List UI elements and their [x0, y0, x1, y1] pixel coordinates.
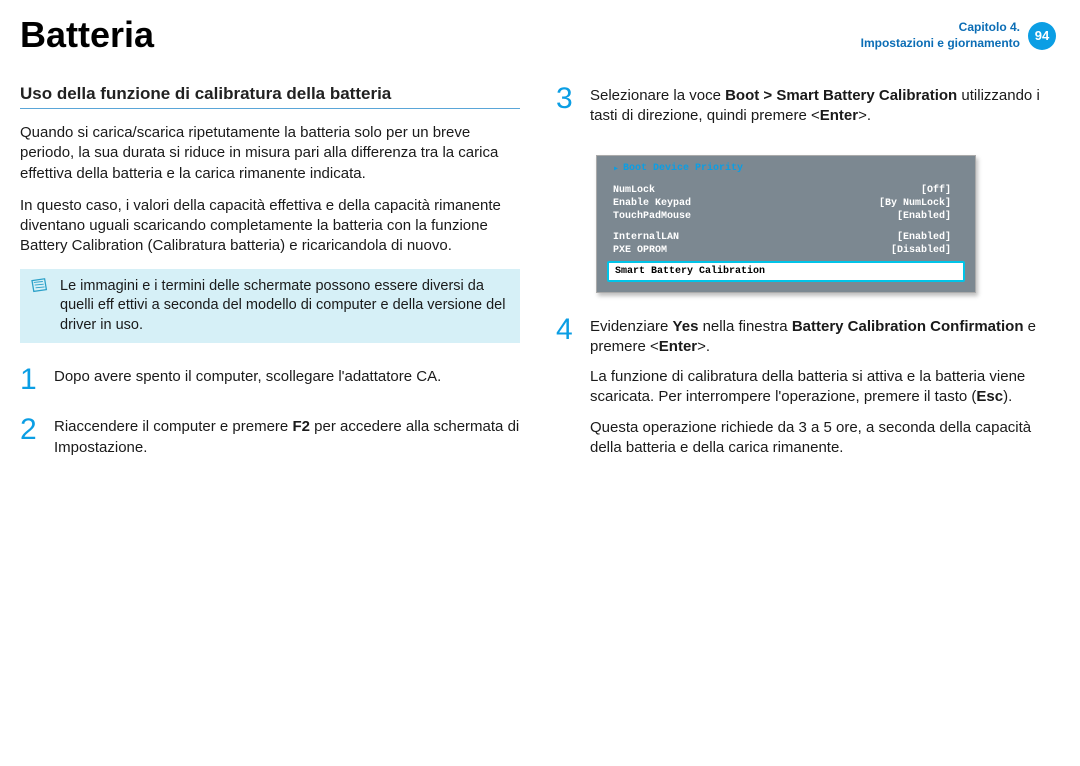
step-3: 3 Selezionare la voce Boot > Smart Batte… [556, 84, 1056, 137]
bios-inner: ▸ Boot Device Priority NumLock [Off] Ena… [597, 156, 975, 292]
menu-path: Boot > Smart Battery Calibration [725, 87, 957, 104]
page-number-badge: 94 [1028, 22, 1056, 50]
text: ). [1003, 388, 1012, 405]
text: Selezionare la voce [590, 87, 725, 104]
bios-row: Enable Keypad [By NumLock] [597, 197, 975, 210]
text: Riaccendere il computer e premere [54, 418, 292, 435]
right-column: 3 Selezionare la voce Boot > Smart Batte… [556, 84, 1056, 486]
paragraph: In questo caso, i valori della capacità … [20, 196, 520, 257]
paragraph: Quando si carica/scarica ripetutamente l… [20, 123, 520, 184]
bios-row: TouchPadMouse [Enabled] [597, 210, 975, 223]
page-header: Batteria Capitolo 4. Impostazioni e gior… [20, 14, 1056, 56]
key-enter: Enter [659, 338, 697, 355]
page-root: Batteria Capitolo 4. Impostazioni e gior… [0, 0, 1080, 510]
bios-label: PXE OPROM [613, 245, 891, 256]
bios-value: [By NumLock] [879, 198, 951, 209]
bios-row: PXE OPROM [Disabled] [597, 244, 975, 257]
text: La funzione di calibratura della batteri… [590, 368, 1025, 405]
bios-highlight-label: Smart Battery Calibration [615, 266, 957, 277]
triangle-icon: ▸ [613, 163, 619, 175]
step-body: Selezionare la voce Boot > Smart Battery… [590, 84, 1056, 137]
bios-label: InternalLAN [613, 232, 897, 243]
bios-screenshot: ▸ Boot Device Priority NumLock [Off] Ena… [596, 155, 976, 293]
section-heading: Uso della funzione di calibratura della … [20, 84, 520, 109]
text: Evidenziare [590, 318, 673, 335]
step-1: 1 Dopo avere spento il computer, scolleg… [20, 365, 520, 397]
bios-value: [Enabled] [897, 211, 951, 222]
note-icon [30, 277, 52, 295]
columns: Uso della funzione di calibratura della … [20, 84, 1056, 486]
bios-value: [Enabled] [897, 232, 951, 243]
text: >. [697, 338, 710, 355]
step-number: 3 [556, 84, 578, 137]
text: Questa operazione richiede da 3 a 5 ore,… [590, 419, 1031, 456]
step-body: Dopo avere spento il computer, scollegar… [54, 365, 520, 397]
bios-highlight-row: Smart Battery Calibration [613, 266, 959, 277]
bios-label: NumLock [613, 185, 921, 196]
chapter-line2: Impostazioni e giornamento [861, 36, 1020, 50]
bios-value: [Off] [921, 185, 951, 196]
chapter-text: Capitolo 4. Impostazioni e giornamento [861, 20, 1020, 51]
bios-row: InternalLAN [Enabled] [597, 231, 975, 244]
step-body: Evidenziare Yes nella finestra Battery C… [590, 315, 1056, 469]
bios-header-row: ▸ Boot Device Priority [597, 162, 975, 176]
yes-label: Yes [673, 318, 699, 335]
gap [597, 176, 975, 184]
page-title: Batteria [20, 14, 154, 56]
text: >. [858, 107, 871, 124]
bios-label: Enable Keypad [613, 198, 879, 209]
chapter-line1: Capitolo 4. [959, 20, 1020, 34]
key-esc: Esc [976, 388, 1003, 405]
step-4: 4 Evidenziare Yes nella finestra Battery… [556, 315, 1056, 469]
step-2: 2 Riaccendere il computer e premere F2 p… [20, 415, 520, 468]
step-body: Riaccendere il computer e premere F2 per… [54, 415, 520, 468]
note-text: Le immagini e i termini delle schermate … [60, 278, 505, 333]
gap [597, 223, 975, 231]
step-number: 1 [20, 365, 42, 397]
bios-header-label: Boot Device Priority [623, 163, 951, 174]
bios-value: [Disabled] [891, 245, 951, 256]
window-name: Battery Calibration Confirmation [792, 318, 1024, 335]
step-number: 4 [556, 315, 578, 469]
step-number: 2 [20, 415, 42, 468]
bios-highlight: Smart Battery Calibration [607, 261, 965, 282]
left-column: Uso della funzione di calibratura della … [20, 84, 520, 486]
bios-row: NumLock [Off] [597, 184, 975, 197]
key-f2: F2 [292, 418, 310, 435]
bios-label: TouchPadMouse [613, 211, 897, 222]
step-text: Dopo avere spento il computer, scollegar… [54, 368, 441, 385]
chapter-block: Capitolo 4. Impostazioni e giornamento 9… [861, 20, 1056, 51]
text: nella finestra [698, 318, 791, 335]
note-box: Le immagini e i termini delle schermate … [20, 269, 520, 344]
key-enter: Enter [820, 107, 858, 124]
